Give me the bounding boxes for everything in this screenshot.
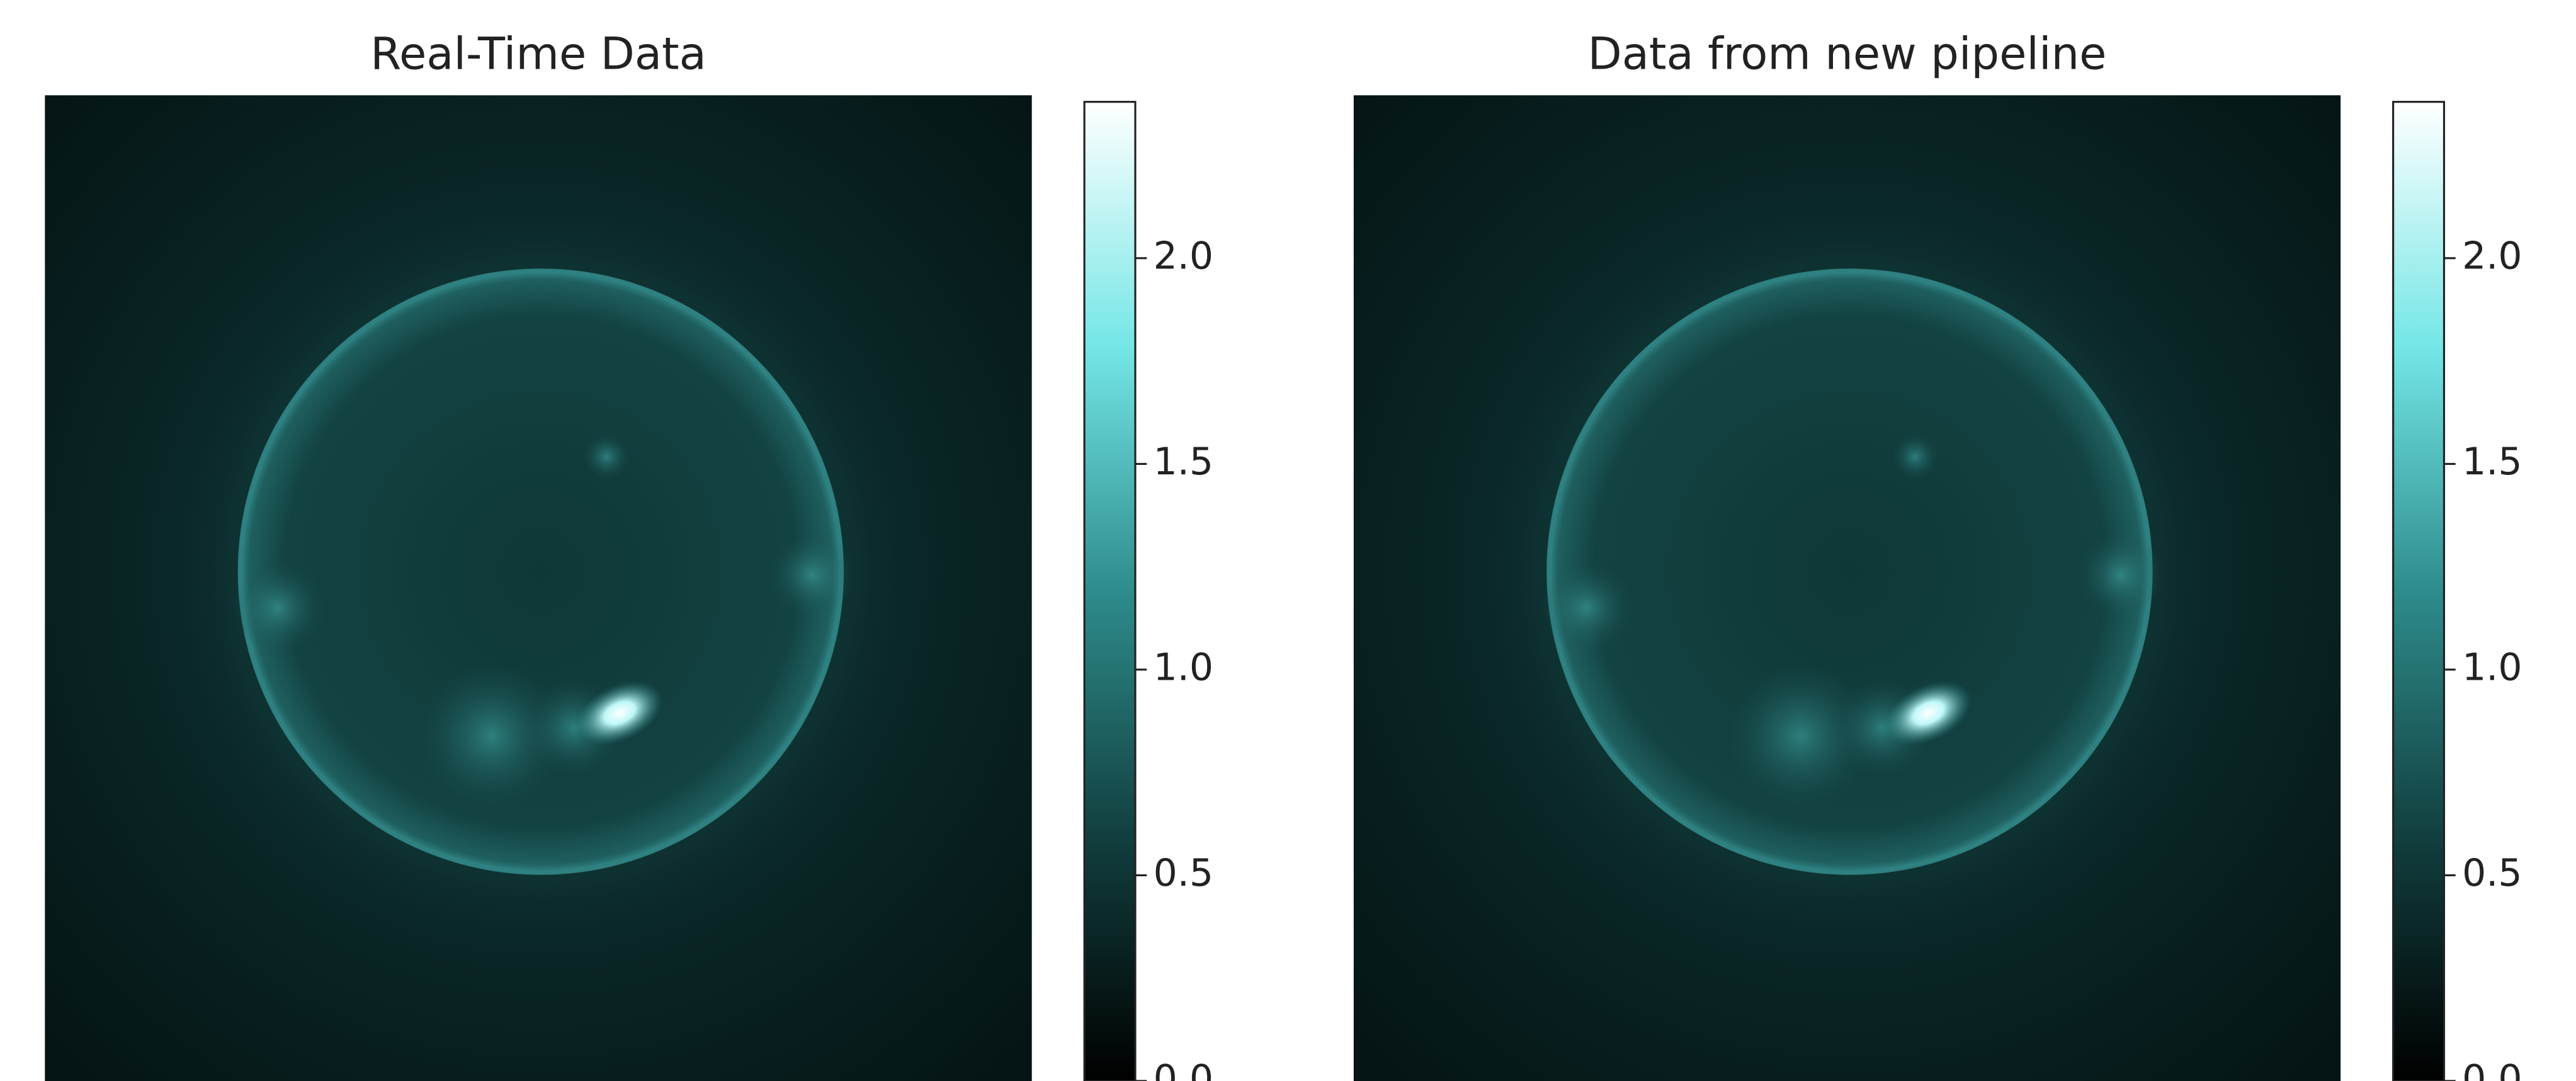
panel: Real-Time Data 0.0 0.5 1.0 1.5 2.0 [45, 28, 1213, 1081]
colorbar-tick-label: 2.0 [2462, 234, 2522, 278]
colorbar-tick-label: 1.5 [1154, 440, 1213, 484]
active-region [1541, 562, 1633, 654]
active-region [584, 433, 630, 479]
active-region [232, 562, 324, 654]
colorbar-tick-label: 0.5 [1154, 851, 1213, 895]
colorbar-tick-label: 1.0 [1154, 646, 1213, 690]
figure: Real-Time Data0.00.51.01.52.0Data from n… [0, 0, 2576, 1081]
colorbar-tick-label: 0.5 [2462, 851, 2522, 895]
active-region [769, 532, 854, 618]
panel-title: Data from new pipeline [1588, 28, 2107, 80]
colorbar-tick-label: 1.0 [2462, 646, 2522, 690]
colorbar [2393, 102, 2444, 1081]
panel-title: Real-Time Data [370, 28, 706, 80]
active-region [2078, 532, 2164, 618]
colorbar [1084, 102, 1135, 1081]
panel: Data from new pipeline 0.0 0.5 1.0 1.5 2.0 [1354, 28, 2522, 1081]
solar-image [45, 95, 1031, 1081]
colorbar-tick-label: 1.5 [2462, 440, 2522, 484]
solar-image [1354, 95, 2341, 1081]
colorbar-tick-label: 0.0 [2462, 1057, 2522, 1081]
colorbar-tick-label: 2.0 [1154, 234, 1213, 278]
colorbar-tick-label: 0.0 [1154, 1057, 1213, 1081]
active-region [1892, 433, 1938, 479]
page: Real-Time Data0.00.51.01.52.0Data from n… [0, 0, 2576, 1081]
